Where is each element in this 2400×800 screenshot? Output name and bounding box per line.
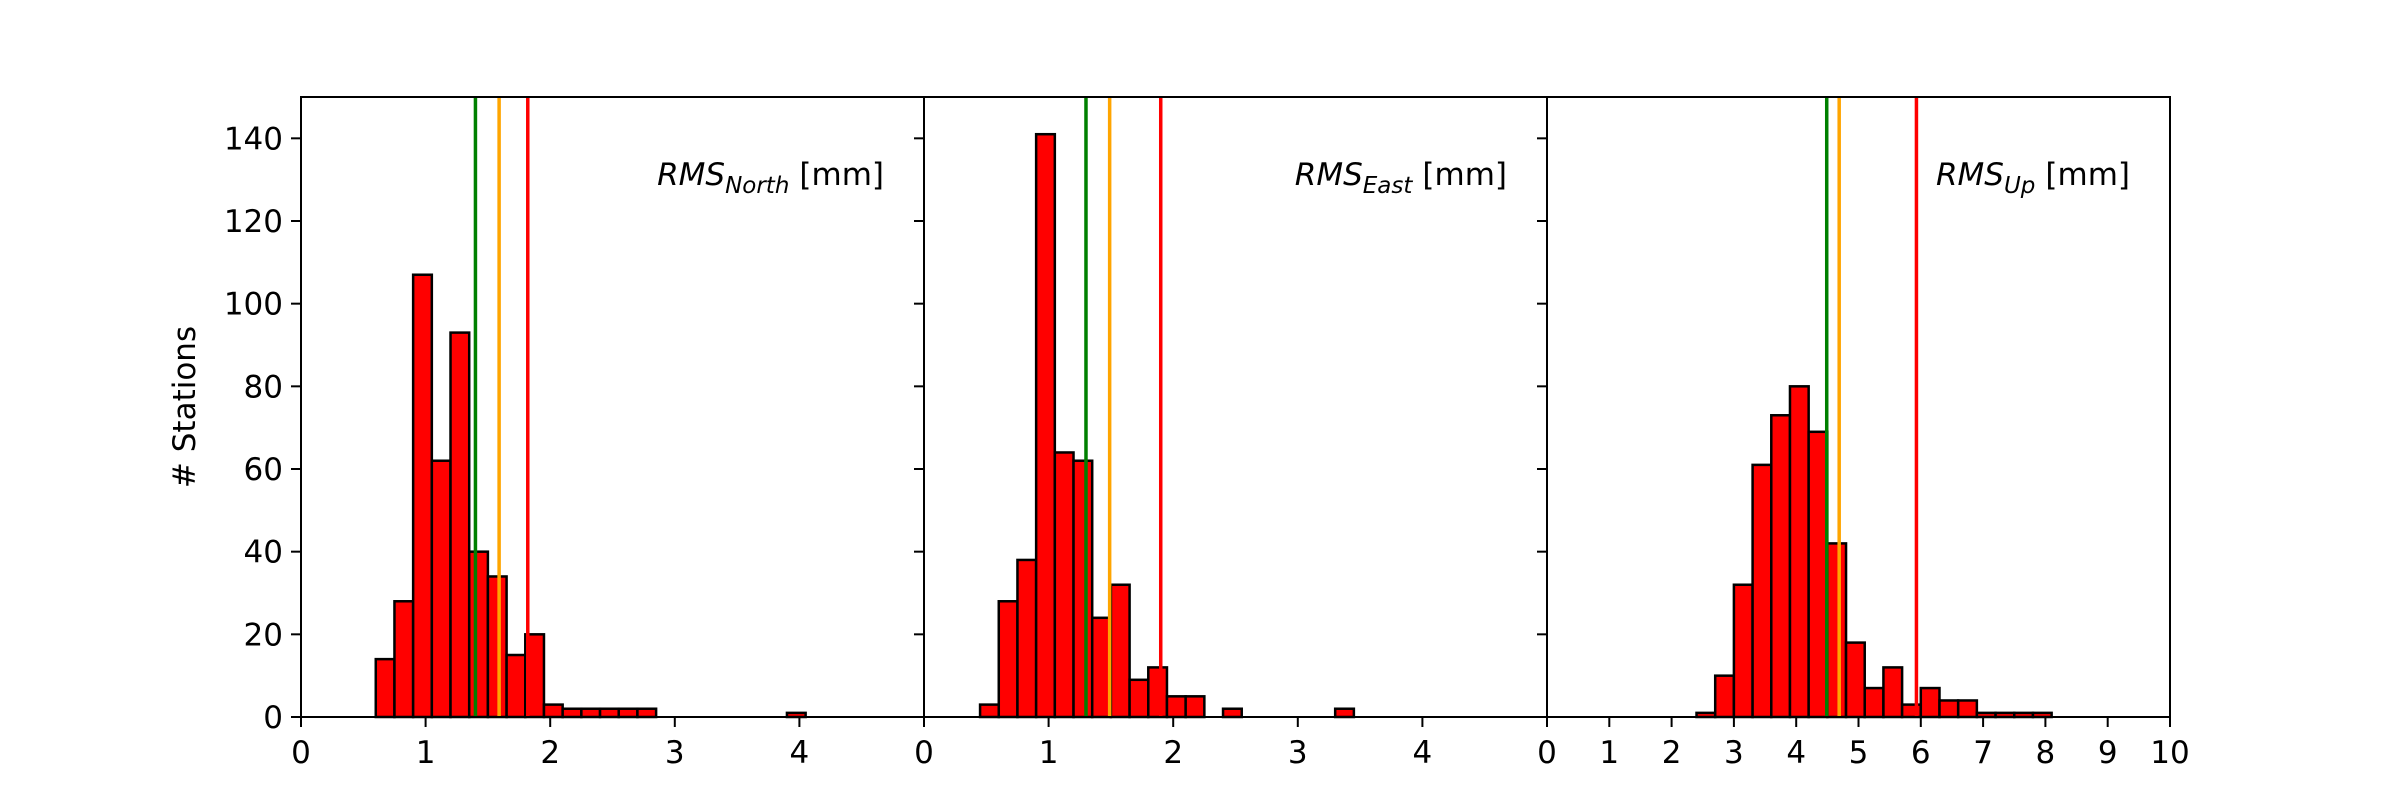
bar	[1807, 430, 1829, 719]
x-tick-label: 3	[665, 735, 685, 771]
x-tick-label: 2	[1163, 735, 1183, 771]
bar	[1053, 451, 1075, 719]
y-tick-label: 20	[244, 617, 283, 653]
x-tick-label: 1	[416, 735, 436, 771]
bar	[1016, 558, 1038, 719]
bar	[1732, 583, 1754, 719]
x-tick-label: 1	[1599, 735, 1619, 771]
bar	[997, 600, 1019, 719]
bar	[617, 707, 639, 719]
label-main: RMS	[657, 157, 725, 193]
y-tick-label: 60	[244, 452, 283, 488]
bar	[561, 707, 583, 719]
label-sub: Up	[2004, 173, 2035, 199]
x-tick-label: 0	[1537, 735, 1557, 771]
x-tick-label: 10	[2150, 735, 2189, 771]
x-tick-label: 2	[1662, 735, 1682, 771]
x-tick-label: 7	[1973, 735, 1993, 771]
bar	[1938, 699, 1960, 719]
label-sub: East	[1363, 173, 1414, 199]
x-tick-label: 8	[2036, 735, 2056, 771]
x-tick-label: 3	[1288, 735, 1308, 771]
y-tick-label: 140	[224, 121, 283, 157]
label-main: RMS	[1295, 157, 1363, 193]
x-tick-label: 4	[1786, 735, 1806, 771]
bar	[598, 707, 620, 719]
bar	[1788, 385, 1810, 719]
bar	[430, 459, 452, 719]
y-tick-label: 100	[224, 287, 283, 323]
panel-label: RMSUp [mm]	[1936, 157, 2130, 199]
bar	[1128, 678, 1150, 719]
bar	[1165, 695, 1187, 719]
x-tick-label: 9	[2098, 735, 2118, 771]
y-tick-label: 120	[224, 204, 283, 240]
bar	[978, 703, 1001, 719]
y-tick-label: 80	[244, 369, 283, 405]
bar	[1333, 707, 1356, 719]
bar	[1882, 666, 1904, 719]
bar	[1221, 707, 1243, 719]
bar	[374, 657, 396, 719]
label-unit: [mm]	[2045, 157, 2130, 193]
bar	[1109, 583, 1131, 719]
bar	[1751, 463, 1773, 719]
x-tick-label: 0	[914, 735, 934, 771]
bar	[1034, 132, 1057, 719]
x-tick-label: 3	[1724, 735, 1744, 771]
x-tick-label: 6	[1911, 735, 1931, 771]
bar	[1844, 641, 1866, 719]
label-unit: [mm]	[799, 157, 884, 193]
bar	[580, 707, 602, 719]
x-tick-label: 4	[1413, 735, 1433, 771]
bar	[411, 273, 434, 719]
bar	[467, 550, 490, 719]
x-tick-label: 5	[1849, 735, 1869, 771]
x-tick-label: 2	[540, 735, 560, 771]
panel-label: RMSNorth [mm]	[657, 157, 884, 199]
bar	[1184, 695, 1206, 719]
bar	[505, 653, 527, 719]
bar	[1956, 699, 1979, 719]
x-tick-label: 1	[1039, 735, 1059, 771]
x-tick-label: 0	[291, 735, 311, 771]
bar	[393, 600, 415, 719]
bar	[1713, 674, 1736, 719]
label-unit: [mm]	[1422, 157, 1507, 193]
y-tick-label: 0	[263, 700, 283, 736]
bar	[486, 575, 508, 719]
y-axis-label: # Stations	[167, 326, 203, 488]
bar	[636, 707, 658, 719]
x-tick-label: 4	[790, 735, 810, 771]
bar	[1863, 686, 1885, 719]
bar	[1826, 542, 1848, 719]
bar	[1072, 459, 1094, 719]
label-main: RMS	[1936, 157, 2004, 193]
bar	[449, 331, 471, 719]
label-sub: North	[725, 173, 789, 199]
y-tick-label: 40	[244, 535, 283, 571]
bar	[1919, 686, 1941, 719]
bar	[542, 703, 564, 719]
bar	[1770, 414, 1792, 719]
panel-label: RMSEast [mm]	[1295, 157, 1507, 199]
bar	[1147, 666, 1169, 719]
